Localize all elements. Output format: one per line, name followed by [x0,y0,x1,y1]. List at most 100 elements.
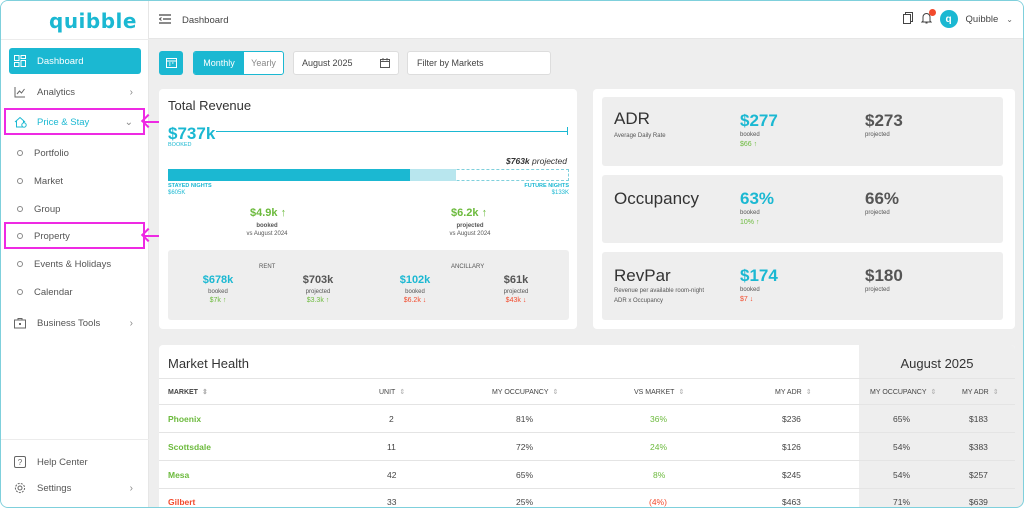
calendar-icon [165,57,177,70]
sidebar-item-label: Dashboard [37,55,84,67]
sidebar-item-analytics[interactable]: Analytics › [9,79,141,105]
sidebar-item-business-tools[interactable]: Business Tools › [9,310,141,336]
sidebar-item-settings[interactable]: Settings › [9,475,141,501]
sidebar-item-dashboard[interactable]: Dashboard [9,48,141,74]
sidebar-item-help-center[interactable]: ? Help Center [9,449,141,475]
metric-title: Occupancy [614,189,700,208]
sort-icon: ⇕ [201,389,208,396]
app-logo[interactable]: quibble [49,9,137,33]
arrow-up-icon: ↑ [222,297,227,304]
adr-metric: ADR Average Daily Rate $277 booked $66 ↑… [602,97,1003,166]
projected-revenue: $763k projected [506,156,567,166]
revpar-delta-value: $7 [740,296,748,303]
divider [159,488,1015,489]
sidebar-subitem-calendar[interactable]: Calendar [17,280,141,304]
divider [159,460,1015,461]
sidebar-item-label: Price & Stay [37,116,90,128]
rent-booked-delta: $7k ↑ [188,297,248,304]
stayed-nights-bar[interactable] [168,169,410,181]
sidebar-item-price-stay[interactable]: Price & Stay ⌄ [9,109,141,135]
my-occupancy-cell: 72% [516,442,534,452]
market-link[interactable]: Scottsdale [168,442,211,452]
yearly-toggle[interactable]: Yearly [251,58,276,68]
breadcrumb: Dashboard [182,15,229,26]
column-header-market[interactable]: MARKET ⇕ [168,388,208,396]
occupancy-delta: 10% ↑ [740,219,759,226]
sidebar-item-label: Settings [37,482,72,494]
copy-icon[interactable] [902,11,913,27]
my-occupancy-cell: 65% [516,470,534,480]
chevron-right-icon: › [129,86,133,98]
ancillary-projected-delta-value: $43k [505,297,521,304]
user-name[interactable]: Quibble [965,13,999,25]
rent-projected-value: $703k [302,274,334,286]
column-header-my-adr[interactable]: MY ADR ⇕ [775,388,812,396]
metrics-card: ADR Average Daily Rate $277 booked $66 ↑… [593,89,1015,329]
ancillary-booked-delta-value: $6.2k [403,297,421,304]
market-link[interactable]: Mesa [168,470,190,480]
sidebar-subitem-property[interactable]: Property [17,224,141,248]
arrow-up-icon: ↑ [755,219,760,226]
column-header-vs-market[interactable]: VS MARKET ⇕ [634,388,684,396]
market-occupancy-cell: 65% [893,414,911,424]
market-adr-cell: $383 [969,442,988,452]
column-header-market-occupancy[interactable]: MY OCCUPANCY ⇕ [870,388,936,396]
column-header-unit[interactable]: UNIT ⇕ [379,388,405,396]
ancillary-projected-label: projected [503,289,529,295]
menu-collapse-icon[interactable] [158,14,171,24]
ancillary-booked-value: $102k [399,274,431,286]
my-adr-cell: $236 [782,414,801,424]
sidebar-item-label: Property [34,230,70,242]
market-filter-placeholder: Filter by Markets [417,58,484,68]
metric-formula: ADR x Occupancy [614,298,664,304]
monthly-toggle[interactable]: Monthly [194,52,244,74]
divider [1,39,149,40]
total-revenue-card: Total Revenue $737k BOOKED $763k project… [159,89,577,329]
sidebar-item-label: Help Center [37,456,88,468]
sidebar-subitem-group[interactable]: Group [17,197,141,221]
sidebar-item-label: Group [34,203,61,215]
market-link[interactable]: Phoenix [168,414,202,424]
occupancy-projected-value: 66% [865,189,900,208]
metric-subtitle: Revenue per available room-night [614,288,705,294]
column-header-my-occupancy[interactable]: MY OCCUPANCY ⇕ [492,388,558,396]
sort-icon: ⇕ [552,389,559,396]
booked-label: booked [740,132,760,138]
booked-label: booked [740,210,760,216]
arrow-up-icon: ↑ [325,297,330,304]
sidebar-subitem-portfolio[interactable]: Portfolio [17,141,141,165]
ancillary-projected-delta: $43k ↓ [486,297,546,304]
sidebar-item-label: Portfolio [34,147,69,159]
notification-bell-icon[interactable] [920,8,936,27]
unit-cell: 42 [387,470,397,480]
ancillary-projected-value: $61k [503,274,529,286]
market-link[interactable]: Gilbert [168,497,196,507]
help-icon: ? [13,455,27,469]
column-header-label: MY OCCUPANCY [492,389,549,396]
calendar-view-button[interactable] [159,51,183,75]
market-health-card: August 2025 Market Health MARKET ⇕ UNIT ⇕ … [159,345,1015,507]
bullet-icon [17,289,23,295]
gear-icon [13,481,27,495]
vs-market-cell: 36% [650,414,668,424]
sidebar-item-label: Business Tools [37,317,101,329]
chevron-down-icon[interactable]: ⌄ [1006,14,1013,24]
sidebar-subitem-events-holidays[interactable]: Events & Holidays [17,252,141,276]
bullet-icon [17,178,23,184]
projected-word: projected [532,156,567,166]
adr-projected-value: $273 [865,111,903,130]
adr-delta-value: $66 [740,141,752,148]
market-filter-input[interactable]: Filter by Markets [407,51,551,75]
sort-icon: ⇕ [678,389,685,396]
occupancy-metric: Occupancy 63% booked 10% ↑ 66% projected [602,175,1003,243]
future-nights-bar[interactable] [410,169,456,181]
column-header-market-adr[interactable]: MY ADR ⇕ [962,388,999,396]
month-select[interactable]: August 2025 [293,51,399,75]
unit-cell: 2 [389,414,394,424]
projected-delta-value: $6.2k [451,207,479,219]
avatar[interactable]: q [939,10,958,28]
ancillary-heading: ANCILLARY [451,264,485,270]
sidebar-item-label: Market [34,175,64,187]
market-occupancy-cell: 54% [893,442,911,452]
sidebar-subitem-market[interactable]: Market [17,169,141,193]
